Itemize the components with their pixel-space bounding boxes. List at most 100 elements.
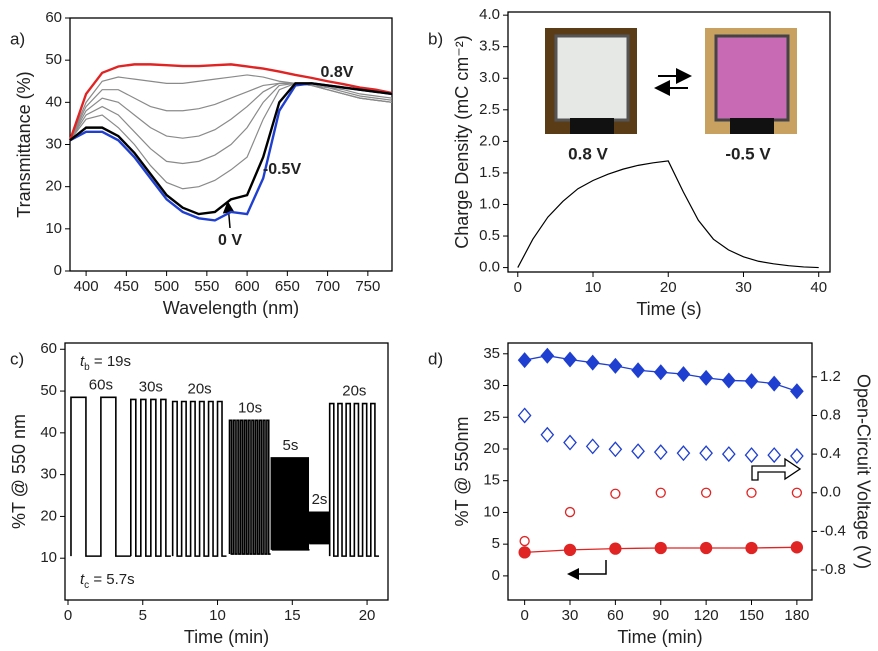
data-line [69,82,393,190]
y-tick-label: 60 [45,9,62,26]
x-tick-label: 500 [154,278,179,295]
marker [790,448,804,465]
block-label: 20s [187,380,211,397]
y-tick-label: 35 [483,345,500,362]
y-tick-label: 10 [483,503,500,520]
y2-tick-label: 0.4 [820,445,841,462]
y2-tick-label: 0.8 [820,406,841,423]
x-tick-label: 10 [209,607,226,624]
switching-trace [270,457,310,551]
x-tick-label: 750 [355,278,380,295]
data-line [69,82,393,165]
data-line [69,82,393,216]
x-tick-label: 40 [810,279,827,296]
marker [700,487,712,498]
marker [608,441,623,458]
panel-label: a) [10,29,25,48]
marker [699,541,713,555]
x-tick-label: 0 [514,279,522,296]
marker [517,352,532,369]
x-tick-label: 30 [562,607,579,624]
y-tick-label: 4.0 [479,6,500,23]
y-tick-label: 10 [40,549,57,566]
y-axis-label: Transmittance (%) [14,71,34,217]
switching-trace [129,398,171,557]
y-tick-label: 5 [492,535,500,552]
x-axis-label: Time (s) [636,299,701,319]
series-label: 0.8V [321,64,354,81]
y-tick-label: 15 [483,472,500,489]
series-label: 0 V [218,232,242,249]
x-axis-label: Wavelength (nm) [163,298,299,318]
annotation: 0.8 V [568,144,608,163]
x-tick-label: 30 [735,279,752,296]
switching-trace [228,419,271,555]
data-line [68,63,393,141]
data-line [69,74,393,141]
annotation-arrow [222,201,235,229]
x-axis-label: Time (min) [184,627,269,647]
y2-tick-label: -0.4 [820,522,846,539]
panel-label: d) [428,349,443,368]
annotation: -0.5 V [725,144,771,163]
y-tick-label: 3.0 [479,69,500,86]
y-tick-label: 10 [45,220,62,237]
y-tick-label: 60 [40,340,57,357]
marker [676,445,691,462]
switching-trace [171,400,227,557]
y-tick-label: 0.0 [479,259,500,276]
marker [563,543,577,557]
y-tick-label: 20 [483,440,500,457]
panel-label: c) [10,349,24,368]
annotation-subscript: c [84,580,89,591]
marker [721,372,736,389]
y-tick-label: 0 [492,567,500,584]
annotation-text: = 19s [90,353,131,370]
marker [655,487,666,498]
y-tick-label: 50 [45,51,62,68]
marker [609,542,622,555]
marker [699,445,713,462]
photo-film [554,34,630,122]
y2-tick-label: 0.0 [820,484,841,501]
marker [744,447,759,464]
marker [585,354,600,371]
y-tick-label: 30 [45,135,62,152]
marker [585,438,600,455]
y-tick-label: 40 [45,93,62,110]
y-tick-label: 3.5 [479,38,500,55]
switching-trace [70,396,131,557]
marker [631,443,645,460]
block-label: 60s [89,376,113,393]
marker [790,383,804,400]
block-label: 20s [342,383,366,400]
x-tick-label: 10 [585,279,602,296]
marker [767,375,782,392]
y-axis-label: %T @ 550 nm [9,414,29,529]
y-tick-label: 0.5 [479,227,500,244]
x-axis-label: Time (min) [617,627,702,647]
axis-arrow [751,457,802,481]
marker [517,407,532,424]
inset-photos [545,28,797,134]
x-tick-label: 400 [74,278,99,295]
y2-tick-label: -0.8 [820,561,846,578]
marker [721,446,736,463]
x-tick-label: 550 [194,278,219,295]
x-tick-label: 20 [660,279,677,296]
annotation-symbol: t [80,353,85,370]
marker [653,364,668,381]
x-tick-label: 0 [64,607,72,624]
marker [790,541,804,554]
y2-axis-label: Open-Circuit Voltage (V) [853,374,873,569]
x-tick-label: 20 [359,607,376,624]
y-axis-label: %T @ 550nm [452,417,472,527]
axis-arrow [567,560,607,580]
marker [540,347,555,364]
marker [791,487,803,498]
marker [653,444,668,461]
x-tick-label: 600 [235,278,260,295]
marker [676,366,691,383]
photo-film [714,34,790,122]
